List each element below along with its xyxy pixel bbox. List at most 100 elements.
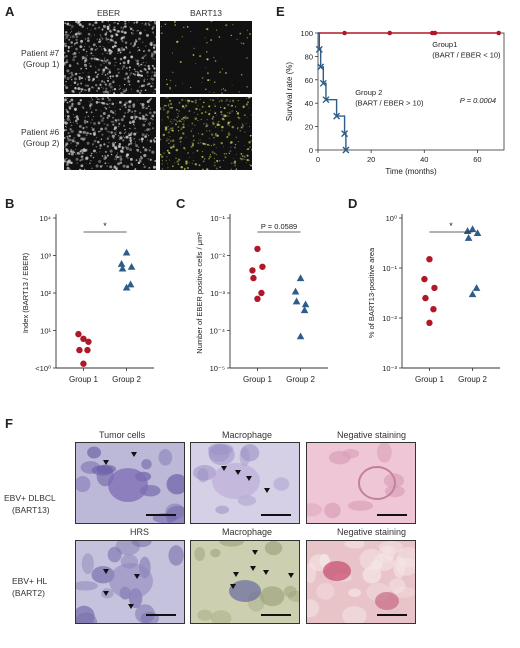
cell-speck: [146, 100, 150, 104]
cell-speck: [237, 99, 239, 102]
cell-speck: [79, 153, 81, 155]
cell-speck: [221, 89, 223, 91]
cell-speck: [130, 32, 132, 34]
cell-speck: [144, 121, 146, 123]
cell-speck: [123, 56, 127, 59]
x-tick-label: Group 1: [243, 375, 272, 384]
cell-speck: [106, 123, 109, 127]
cell-speck: [171, 129, 174, 131]
cell-speck: [121, 68, 124, 70]
cell-speck: [164, 23, 167, 26]
cell-speck: [112, 120, 115, 123]
cell-speck: [90, 103, 93, 106]
cell-speck: [209, 109, 211, 112]
cell-speck: [96, 90, 98, 92]
cell-speck: [249, 97, 252, 98]
cell-speck: [108, 82, 112, 86]
cell-speck: [67, 45, 70, 48]
cell-speck: [126, 76, 130, 80]
cell-speck: [72, 58, 76, 62]
cell-speck: [98, 130, 100, 133]
cell-speck: [131, 32, 134, 35]
cell-speck: [143, 80, 146, 82]
cell-speck: [171, 52, 173, 54]
cell-speck: [169, 86, 171, 89]
cell-speck: [80, 137, 84, 141]
cell-speck: [64, 51, 66, 54]
cell-speck: [165, 160, 167, 162]
cell-speck: [246, 158, 249, 162]
cell-speck: [91, 99, 93, 101]
micrograph-bart13-patient6: [160, 97, 252, 170]
cell-speck: [153, 43, 156, 47]
cell-speck: [64, 144, 67, 147]
cell-nucleus: [388, 578, 406, 594]
cell-speck: [89, 103, 92, 106]
cell-speck: [131, 88, 132, 90]
cell-speck: [122, 48, 126, 51]
cell-speck: [87, 78, 91, 82]
cell-speck: [99, 45, 101, 48]
cell-speck: [132, 29, 134, 32]
cell-speck: [246, 161, 248, 163]
cell-speck: [104, 83, 108, 86]
cell-speck: [101, 97, 105, 101]
cell-speck: [185, 136, 187, 138]
cell-speck: [174, 162, 176, 164]
cell-speck: [92, 87, 95, 89]
cell-speck: [210, 133, 214, 136]
cell-speck: [147, 123, 150, 125]
cell-speck: [108, 84, 111, 87]
cell-speck: [136, 149, 140, 152]
cell-speck: [66, 69, 70, 73]
cell-speck: [77, 84, 79, 86]
data-point-group-1: [426, 319, 433, 327]
cell-speck: [162, 106, 164, 109]
cell-speck: [108, 71, 112, 74]
cell-speck: [68, 159, 71, 163]
cell-speck: [64, 129, 66, 132]
cell-speck: [224, 156, 227, 159]
cell-speck: [147, 67, 151, 70]
cell-speck: [175, 85, 177, 87]
arrowhead-marker: [103, 591, 109, 596]
cell-speck: [134, 39, 137, 41]
cell-speck: [92, 143, 95, 145]
scale-bar: [261, 614, 291, 616]
cell-speck: [113, 128, 116, 131]
cell-speck: [151, 127, 155, 130]
y-tick-label: <10⁰: [35, 364, 51, 373]
cell-speck: [114, 22, 116, 24]
cell-speck: [64, 77, 66, 80]
cell-speck: [161, 168, 164, 170]
cell-nucleus: [107, 546, 122, 563]
cell-speck: [153, 67, 156, 70]
cell-speck: [182, 116, 185, 119]
cell-speck: [169, 87, 171, 90]
cell-speck: [129, 26, 131, 28]
cell-speck: [208, 157, 210, 160]
cell-speck: [235, 136, 238, 139]
cell-speck: [134, 168, 137, 170]
cell-speck: [79, 32, 82, 35]
index-chart: <10⁰ 10¹ 10² 10³ 10⁴ Group 1 Group 2 Index (BAR…: [21, 214, 154, 384]
y-axis-label: Index (BART13 / EBER): [21, 252, 30, 333]
cell-speck: [119, 145, 121, 148]
cell-speck: [201, 77, 204, 79]
cell-speck: [139, 74, 142, 77]
cell-speck: [93, 132, 96, 136]
cell-speck: [117, 145, 121, 148]
cell-speck: [186, 99, 190, 102]
cell-speck: [75, 21, 78, 24]
cell-speck: [108, 142, 110, 144]
cell-speck: [75, 38, 78, 42]
cell-speck: [245, 122, 247, 124]
cell-speck: [186, 116, 189, 120]
cell-speck: [64, 57, 66, 59]
cell-speck: [143, 55, 146, 58]
cell-speck: [64, 33, 67, 36]
cell-speck: [115, 121, 117, 123]
cell-speck: [121, 150, 124, 154]
cell-speck: [187, 152, 189, 154]
cell-speck: [118, 101, 122, 104]
